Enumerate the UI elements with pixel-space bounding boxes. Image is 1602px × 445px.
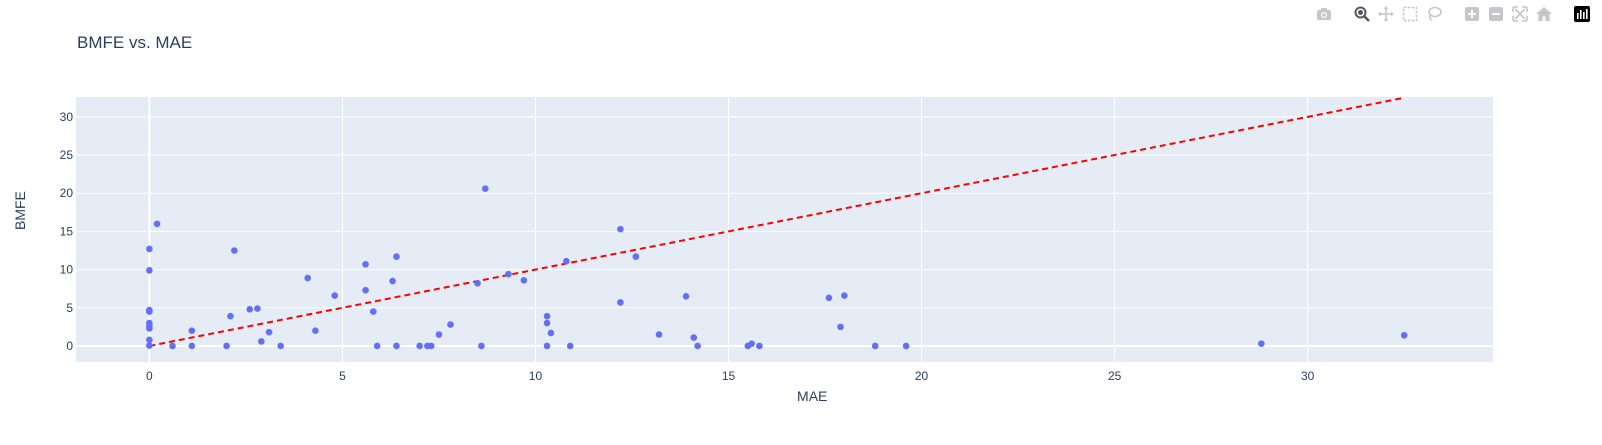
scatter-point[interactable] (617, 225, 624, 233)
scatter-point[interactable] (435, 331, 443, 338)
scatter-point[interactable] (416, 342, 423, 350)
scatter-point[interactable] (902, 342, 910, 350)
scatter-point[interactable] (231, 247, 238, 254)
reference-line-layer (149, 96, 1405, 347)
y-tick-label: 10 (60, 263, 74, 277)
scatter-point[interactable] (478, 342, 485, 350)
scatter-point[interactable] (254, 305, 261, 312)
y-tick-label: 20 (60, 186, 74, 200)
scatter-point[interactable] (146, 336, 153, 344)
scatter-point[interactable] (632, 253, 640, 260)
scatter-point[interactable] (563, 257, 570, 265)
x-tick-label: 20 (915, 369, 929, 383)
x-tick-label: 10 (529, 369, 543, 383)
scatter-point[interactable] (543, 319, 551, 327)
scatter-point[interactable] (393, 342, 400, 350)
modebar-group-select (1350, 3, 1446, 25)
scatter-point[interactable] (871, 342, 879, 350)
x-axis-title: MAE (797, 388, 828, 404)
scatter-point[interactable] (427, 342, 435, 350)
modebar-group-zoom (1460, 3, 1556, 25)
zoom-in-icon[interactable] (1460, 3, 1484, 25)
scatter-point[interactable] (146, 342, 153, 349)
box-select-icon[interactable] (1398, 3, 1422, 25)
scatter-point[interactable] (837, 323, 844, 331)
scatter-point[interactable] (169, 342, 176, 350)
scatter-point[interactable] (547, 329, 555, 337)
scatter-point[interactable] (277, 342, 284, 350)
scatter-point[interactable] (389, 277, 396, 285)
scatter-point[interactable] (312, 327, 319, 334)
scatter-point[interactable] (362, 286, 369, 294)
scatter-point[interactable] (188, 342, 196, 350)
scatter-point[interactable] (227, 312, 234, 320)
y-tick-label: 30 (60, 110, 74, 124)
modebar-group-export (1312, 3, 1336, 25)
x-tick-label: 30 (1301, 369, 1315, 383)
scatter-point[interactable] (223, 342, 230, 350)
scatter-point[interactable] (655, 331, 663, 338)
x-tick-label: 25 (1108, 369, 1122, 383)
scatter-point[interactable] (146, 245, 153, 253)
scatter-points (146, 185, 1408, 350)
scatter-point[interactable] (258, 338, 265, 345)
y-tick-label: 25 (60, 148, 74, 162)
autoscale-icon[interactable] (1508, 3, 1532, 25)
scatter-point[interactable] (825, 294, 833, 302)
scatter-point[interactable] (362, 260, 369, 268)
modebar-group-logo (1570, 3, 1594, 25)
lasso-select-icon[interactable] (1422, 3, 1446, 25)
scatter-point[interactable] (682, 293, 690, 300)
scatter-point[interactable] (1400, 331, 1408, 339)
y-tick-label: 5 (66, 301, 73, 315)
zoom-icon[interactable] (1350, 3, 1374, 25)
scatter-point[interactable] (188, 327, 196, 334)
modebar (1298, 3, 1594, 25)
scatter-point[interactable] (474, 280, 481, 287)
scatter-point[interactable] (153, 220, 161, 228)
plotly-logo-icon[interactable] (1570, 3, 1594, 25)
scatter-point[interactable] (748, 340, 755, 347)
scatter-point[interactable] (331, 292, 338, 299)
scatter-point[interactable] (756, 342, 763, 350)
scatter-point[interactable] (146, 267, 153, 274)
scatter-point[interactable] (694, 342, 701, 350)
scatter-point[interactable] (543, 312, 551, 320)
scatter-point[interactable] (265, 328, 273, 336)
scatter-point[interactable] (146, 325, 153, 332)
reference-line (149, 96, 1405, 347)
scatter-point[interactable] (369, 308, 377, 315)
scatter-point[interactable] (617, 299, 624, 306)
scatter-point[interactable] (146, 308, 153, 315)
x-tick-label: 5 (339, 369, 346, 383)
scatter-point[interactable] (543, 342, 551, 350)
scatter-point[interactable] (841, 292, 848, 299)
chart-title: BMFE vs. MAE (77, 33, 193, 52)
scatter-point[interactable] (373, 342, 381, 350)
scatter-point[interactable] (481, 185, 489, 192)
zoom-out-icon[interactable] (1484, 3, 1508, 25)
scatter-point[interactable] (690, 334, 698, 341)
scatter-point[interactable] (246, 306, 254, 313)
scatter-point[interactable] (505, 270, 512, 278)
scatter-point[interactable] (520, 276, 528, 284)
scatter-point[interactable] (566, 342, 574, 350)
scatter-point[interactable] (304, 274, 311, 282)
scatter-point[interactable] (447, 321, 454, 328)
camera-icon[interactable] (1312, 3, 1336, 25)
plot-background (76, 97, 1493, 362)
pan-icon[interactable] (1374, 3, 1398, 25)
y-tick-label: 15 (60, 224, 74, 238)
scatter-point[interactable] (393, 253, 400, 260)
reset-axes-icon[interactable] (1532, 3, 1556, 25)
scatter-point[interactable] (1258, 340, 1265, 347)
y-axis-title: BMFE (12, 191, 28, 230)
tick-labels: 0 5 10 15 20 25 30 0 5 10 15 20 25 30 (60, 110, 1315, 383)
grid (76, 97, 1493, 362)
y-tick-label: 0 (66, 339, 73, 353)
x-tick-label: 15 (722, 369, 736, 383)
x-tick-label: 0 (146, 369, 153, 383)
